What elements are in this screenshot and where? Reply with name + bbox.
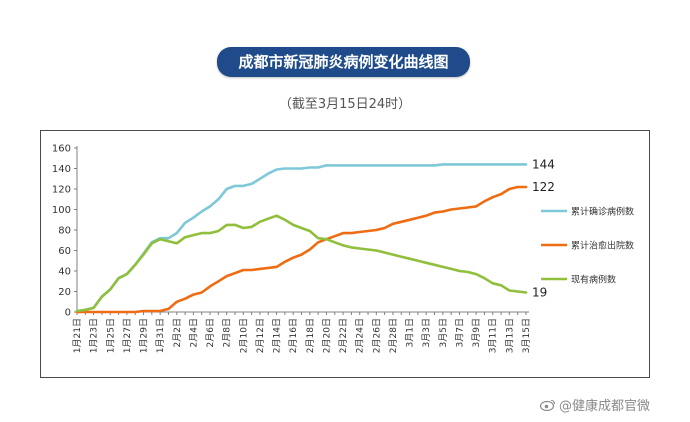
y-tick-label: 0 xyxy=(65,308,71,319)
x-tick-label: 2月4日 xyxy=(188,318,199,347)
x-tick-label: 1月23日 xyxy=(89,318,100,353)
series-line xyxy=(75,214,528,313)
y-tick-label: 160 xyxy=(52,144,71,155)
x-tick-label: 1月31日 xyxy=(155,318,166,353)
y-tick-label: 80 xyxy=(58,226,71,237)
x-tick-label: 2月16日 xyxy=(288,318,299,353)
series-line xyxy=(75,163,528,313)
x-tick-label: 2月22日 xyxy=(338,318,349,353)
x-tick-label: 2月26日 xyxy=(371,318,382,353)
x-tick-label: 3月5日 xyxy=(438,318,449,347)
x-tick-label: 3月15日 xyxy=(521,318,532,353)
x-tick-label: 2月6日 xyxy=(205,318,216,347)
x-tick-label: 2月2日 xyxy=(172,318,183,347)
x-tick-label: 3月13日 xyxy=(504,318,515,353)
x-tick-label: 2月18日 xyxy=(305,318,316,353)
chart-frame: 0 20 40 60 80 100 120 140 160 1月21日 1月23日 1月25日 1月27… xyxy=(40,130,650,378)
x-tick-label: 1月25日 xyxy=(105,318,116,353)
line-chart: 0 20 40 60 80 100 120 140 160 1月21日 1月23日 1月25日 1月27… xyxy=(52,144,634,354)
weibo-icon xyxy=(540,399,556,411)
legend-label: 累计治愈出院数 xyxy=(571,240,634,252)
chart-title: 成都市新冠肺炎病例变化曲线图 xyxy=(217,47,470,77)
x-tick-label: 3月1日 xyxy=(405,318,416,347)
x-tick-label: 2月8日 xyxy=(222,318,233,347)
series-end-label: 144 xyxy=(532,157,555,171)
x-tick-label: 3月9日 xyxy=(471,318,482,347)
legend-label: 现有病例数 xyxy=(571,274,616,286)
y-tick-label: 60 xyxy=(58,246,71,257)
watermark: @健康成都官微 xyxy=(540,395,650,414)
legend-label: 累计确诊病例数 xyxy=(571,206,634,218)
x-tick-label: 2月28日 xyxy=(388,318,399,353)
y-tick-label: 40 xyxy=(58,267,71,278)
y-tick-label: 100 xyxy=(52,205,71,216)
x-tick-label: 1月27日 xyxy=(122,318,133,353)
x-tick-label: 2月20日 xyxy=(321,318,332,353)
y-tick-label: 140 xyxy=(52,164,71,175)
x-tick-label: 3月7日 xyxy=(454,318,465,347)
y-tick-label: 20 xyxy=(58,287,71,298)
chart-subtitle: （截至3月15日24时） xyxy=(278,97,412,112)
x-tick-label: 3月3日 xyxy=(421,318,432,347)
series-end-label: 19 xyxy=(532,286,547,300)
x-tick-label: 1月21日 xyxy=(72,318,83,353)
series-end-label: 122 xyxy=(532,180,555,194)
x-tick-label: 2月10日 xyxy=(238,318,249,353)
y-tick-label: 120 xyxy=(52,185,71,196)
watermark-text: @健康成都官微 xyxy=(559,399,651,414)
x-tick-label: 2月14日 xyxy=(272,318,283,353)
x-tick-label: 3月11日 xyxy=(488,318,499,353)
series-line xyxy=(75,185,528,314)
x-tick-label: 1月29日 xyxy=(139,318,150,353)
x-tick-label: 2月12日 xyxy=(255,318,266,353)
x-tick-label: 2月24日 xyxy=(355,318,366,353)
